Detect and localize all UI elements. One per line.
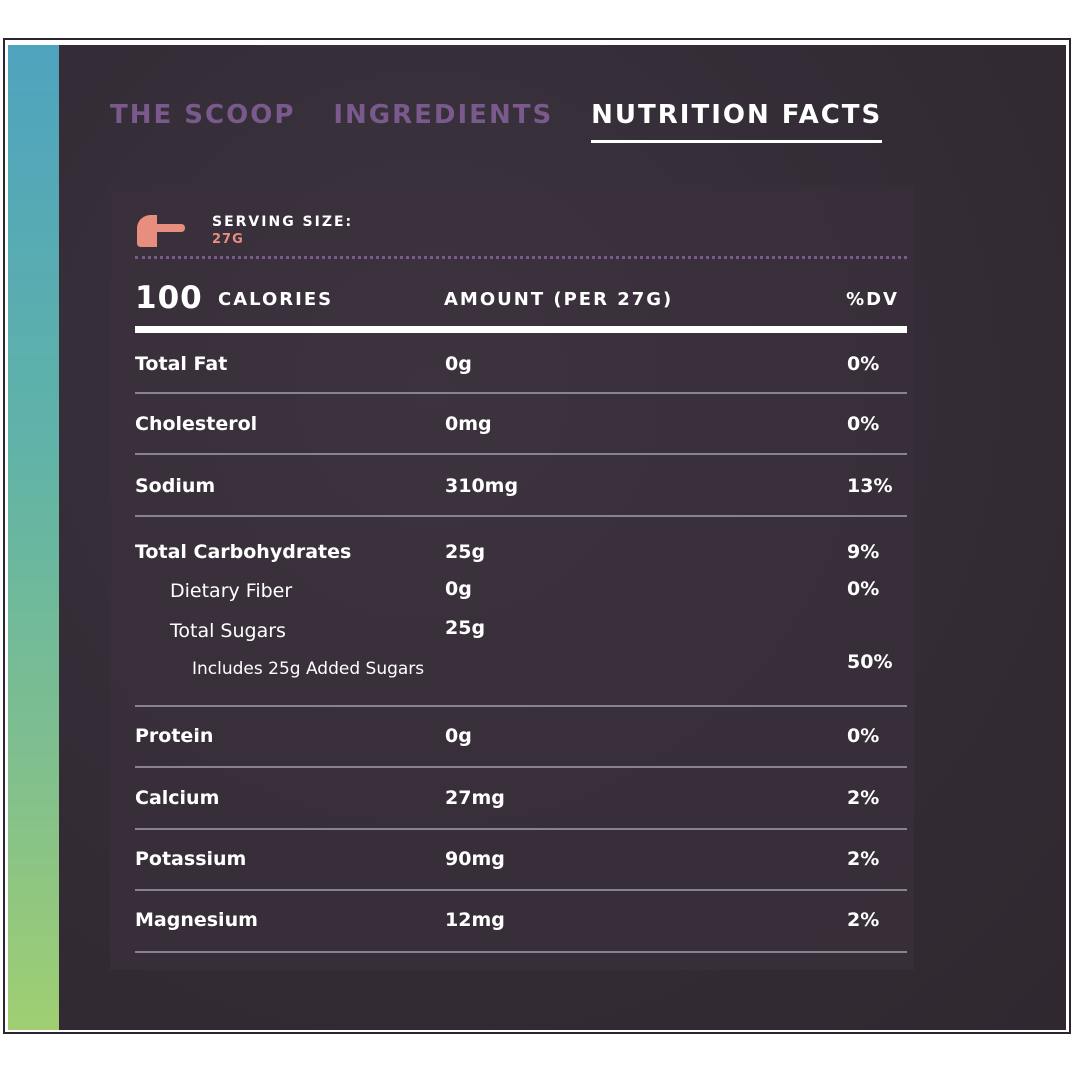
nutrient-name: Magnesium xyxy=(135,909,258,931)
nutrient-dv: 0% xyxy=(847,413,880,435)
nutrient-dv: 0% xyxy=(847,353,880,375)
nutrient-amount: 0g xyxy=(445,725,472,747)
nutrient-name: Total Carbohydrates xyxy=(135,541,352,563)
nutrient-amount: 0g xyxy=(445,353,472,375)
added-sugars-dv: 50% xyxy=(847,651,893,673)
nutrient-row-calcium: Calcium 27mg 2% xyxy=(135,768,907,830)
nutrient-amount: 0mg xyxy=(445,413,492,435)
sub-nutrient-amount: 0g xyxy=(445,578,472,600)
nutrient-row-sodium: Sodium 310mg 13% xyxy=(135,455,907,517)
serving-size: SERVING SIZE: 27G xyxy=(135,213,353,249)
serving-text: SERVING SIZE: 27G xyxy=(212,213,353,249)
sub-nutrient-amount: 25g xyxy=(445,617,486,639)
nutrient-row-cholesterol: Cholesterol 0mg 0% xyxy=(135,394,907,455)
nutrient-row-protein: Protein 0g 0% xyxy=(135,707,907,768)
nutrient-name: Calcium xyxy=(135,787,220,809)
nutrient-dv: 9% xyxy=(847,541,880,563)
nutrition-panel: THE SCOOP INGREDIENTS NUTRITION FACTS SE… xyxy=(8,45,1066,1030)
sub-nutrient-dv: 0% xyxy=(847,578,880,600)
nutrient-dv: 2% xyxy=(847,909,880,931)
tab-bar: THE SCOOP INGREDIENTS NUTRITION FACTS xyxy=(110,100,883,150)
dotted-divider xyxy=(135,256,907,259)
nutrient-row-total-fat: Total Fat 0g 0% xyxy=(135,333,907,394)
scoop-icon xyxy=(137,215,185,247)
nutrient-row-magnesium: Magnesium 12mg 2% xyxy=(135,891,907,953)
header-rule xyxy=(135,326,907,333)
nutrient-dv: 13% xyxy=(847,475,893,497)
nutrition-header: 100 CALORIES AMOUNT (PER 27G) %DV xyxy=(135,280,907,320)
calories-number: 100 xyxy=(135,280,203,316)
nutrient-dv: 2% xyxy=(847,848,880,870)
nutrient-dv: 0% xyxy=(847,725,880,747)
nutrient-name: Protein xyxy=(135,725,214,747)
sub-nutrient-name: Total Sugars xyxy=(170,620,286,642)
nutrient-row-potassium: Potassium 90mg 2% xyxy=(135,830,907,891)
nutrient-name: Total Fat xyxy=(135,353,228,375)
serving-size-label: SERVING SIZE: xyxy=(212,214,354,230)
tab-the-scoop[interactable]: THE SCOOP xyxy=(110,100,296,130)
accent-strip xyxy=(8,45,59,1030)
nutrient-name: Cholesterol xyxy=(135,413,258,435)
nutrient-row-total-carbohydrates: Total Carbohydrates 25g 9% Dietary Fiber… xyxy=(135,517,907,707)
nutrient-name: Sodium xyxy=(135,475,216,497)
tab-ingredients[interactable]: INGREDIENTS xyxy=(333,100,554,130)
added-sugars-name: Includes 25g Added Sugars xyxy=(192,659,425,679)
dv-header: %DV xyxy=(846,289,899,310)
tab-nutrition-facts[interactable]: NUTRITION FACTS xyxy=(591,100,883,143)
amount-header: AMOUNT (PER 27G) xyxy=(444,289,674,310)
serving-size-value: 27G xyxy=(212,232,244,247)
nutrient-dv: 2% xyxy=(847,787,880,809)
nutrition-card: SERVING SIZE: 27G 100 CALORIES AMOUNT (P… xyxy=(110,185,914,970)
nutrient-amount: 25g xyxy=(445,541,486,563)
nutrient-amount: 12mg xyxy=(445,909,505,931)
nutrient-amount: 90mg xyxy=(445,848,505,870)
nutrient-amount: 27mg xyxy=(445,787,505,809)
nutrient-name: Potassium xyxy=(135,848,247,870)
nutrient-amount: 310mg xyxy=(445,475,519,497)
sub-nutrient-name: Dietary Fiber xyxy=(170,580,293,602)
calories-label: CALORIES xyxy=(218,289,334,310)
